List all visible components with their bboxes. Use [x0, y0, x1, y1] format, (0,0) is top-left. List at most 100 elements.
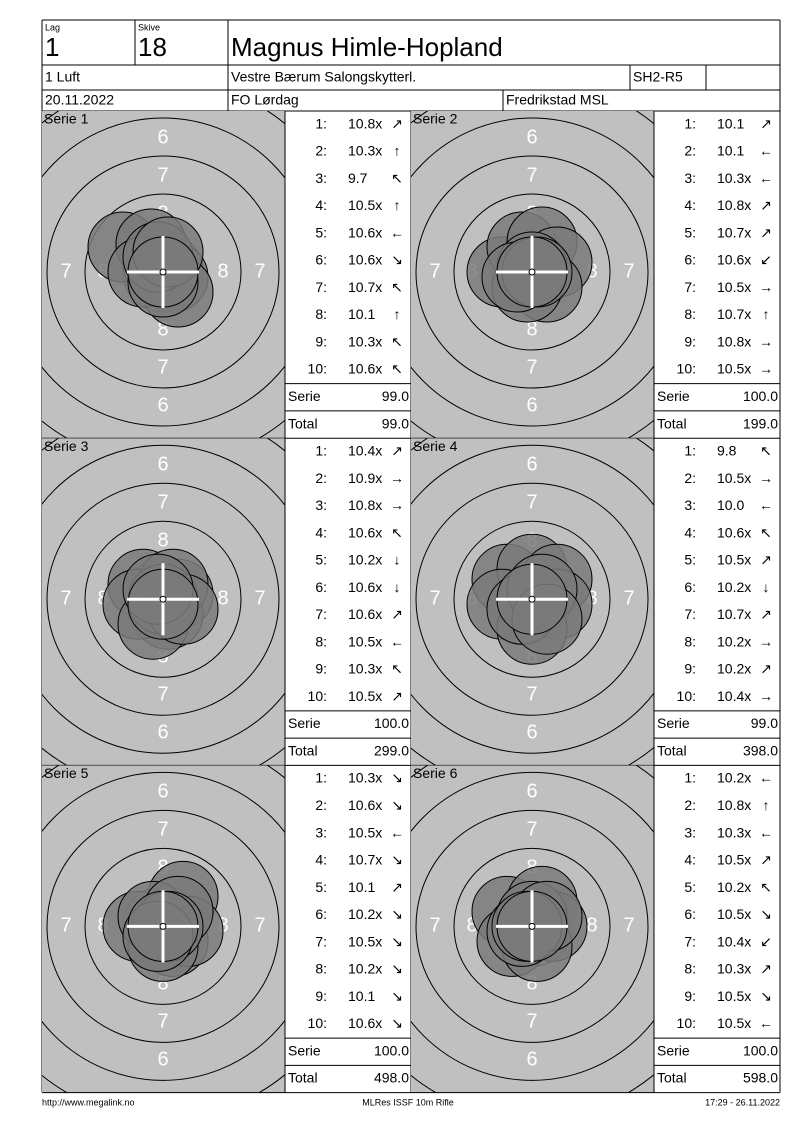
shot-score: 10.5x — [717, 361, 751, 377]
shot-direction: ↘ — [391, 961, 403, 977]
shot-number: 1: — [315, 115, 327, 131]
ring-label: 6 — [157, 781, 168, 803]
ring-label: 6 — [526, 394, 537, 416]
total-value: 299.0 — [374, 742, 409, 758]
shot-score: 10.4x — [717, 933, 751, 949]
serie-value: 100.0 — [374, 1042, 409, 1058]
shot-score: 10.3x — [348, 661, 382, 677]
event: FO Lørdag — [231, 92, 299, 108]
footer-url: http://www.megalink.no — [42, 1097, 135, 1107]
shot-direction: → — [390, 497, 404, 513]
shot-number: 4: — [315, 197, 327, 213]
center — [528, 268, 536, 276]
serie-label: Serie — [288, 1042, 321, 1058]
ring-label: 7 — [157, 1011, 168, 1033]
shot-direction: ↘ — [391, 988, 403, 1004]
shot-score: 10.5x — [348, 197, 382, 213]
shot-number: 2: — [315, 470, 327, 486]
place: Fredrikstad MSL — [506, 92, 609, 108]
shot-direction: ↗ — [760, 552, 772, 568]
shot-number: 7: — [684, 606, 696, 622]
shot-direction: → — [759, 279, 773, 295]
ring-label: 8 — [157, 529, 168, 551]
shot-number: 4: — [684, 197, 696, 213]
shot-direction: ↖ — [391, 524, 403, 540]
shot-score: 10.2x — [348, 906, 382, 922]
ring-label: 8 — [217, 587, 228, 609]
shot-number: 4: — [315, 524, 327, 540]
ring-label: 7 — [623, 587, 634, 609]
ring-label: 7 — [623, 260, 634, 282]
shot-number: 10: — [677, 361, 696, 377]
ring-label: 7 — [254, 260, 265, 282]
shot-number: 7: — [315, 279, 327, 295]
shot-score: 10.7x — [717, 224, 751, 240]
shot-score: 10.2x — [717, 879, 751, 895]
shot-score: 10.2x — [348, 961, 382, 977]
shot-number: 5: — [684, 879, 696, 895]
shot-direction: → — [759, 688, 773, 704]
ring-label: 7 — [254, 587, 265, 609]
ring — [46, 809, 280, 1043]
shot-direction: ↑ — [763, 797, 770, 813]
shot-score: 10.6x — [717, 524, 751, 540]
shot-number: 6: — [684, 252, 696, 268]
shot-score: 10.6x — [348, 224, 382, 240]
shot-score: 10.2x — [717, 661, 751, 677]
ring-label: 8 — [157, 973, 168, 995]
ring-label: 7 — [526, 491, 537, 513]
ring — [46, 155, 280, 389]
ring-label: 7 — [526, 164, 537, 186]
shot-number: 8: — [315, 633, 327, 649]
shot-score: 10.5x — [348, 933, 382, 949]
ring-label: 6 — [157, 1049, 168, 1071]
ring-label: 6 — [526, 453, 537, 475]
ring-label: 7 — [429, 587, 440, 609]
shot-number: 10: — [677, 1015, 696, 1031]
ring-label: 7 — [254, 915, 265, 937]
shot-score: 10.6x — [348, 524, 382, 540]
ring-label: 7 — [157, 819, 168, 841]
ring-label: 6 — [526, 1049, 537, 1071]
shot-number: 2: — [684, 143, 696, 159]
ring-label: 8 — [526, 973, 537, 995]
shot-number: 9: — [684, 661, 696, 677]
shot-direction: ← — [759, 497, 773, 513]
shot-number: 3: — [684, 497, 696, 513]
ring-label: 7 — [429, 915, 440, 937]
shot-score: 10.7x — [348, 852, 382, 868]
serie-label: Serie — [288, 715, 321, 731]
total-label: Total — [657, 1070, 687, 1086]
ring-label: 7 — [157, 356, 168, 378]
shot-direction: ← — [759, 143, 773, 159]
shot-score: 10.6x — [348, 797, 382, 813]
ring — [84, 193, 242, 351]
shot-score: 10.2x — [717, 770, 751, 786]
shot-direction: ↖ — [760, 443, 772, 459]
ring-label: 7 — [60, 260, 71, 282]
shot-number: 8: — [684, 306, 696, 322]
total-value: 199.0 — [743, 415, 778, 431]
shot-number: 1: — [684, 770, 696, 786]
shot-score: 10.5x — [348, 824, 382, 840]
serie-value: 100.0 — [374, 715, 409, 731]
lag: 1 — [45, 32, 59, 62]
shot-score: 10.3x — [348, 333, 382, 349]
shot-direction: ↑ — [394, 306, 401, 322]
shot-number: 10: — [308, 688, 327, 704]
center — [528, 922, 536, 930]
shot-direction: ↘ — [760, 988, 772, 1004]
shot-direction: → — [759, 633, 773, 649]
ring-label: 6 — [526, 126, 537, 148]
ring-label: 7 — [526, 819, 537, 841]
shot-score: 10.5x — [717, 988, 751, 1004]
shot-number: 2: — [315, 143, 327, 159]
series-title: Serie 3 — [44, 438, 89, 454]
shot-score: 10.6x — [348, 606, 382, 622]
shot-direction: ↗ — [391, 443, 403, 459]
footer-timestamp: 17:29 - 26.11.2022 — [705, 1097, 780, 1107]
shot-number: 8: — [315, 961, 327, 977]
ring-label: 7 — [526, 356, 537, 378]
series-title: Serie 5 — [44, 765, 89, 781]
